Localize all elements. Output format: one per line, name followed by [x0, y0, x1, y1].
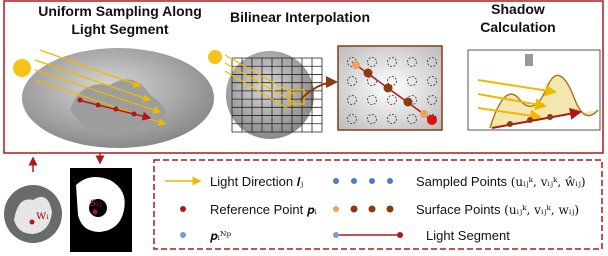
panel-sampling-shape-shape [96, 103, 101, 108]
panel-shadow-shape-shape [547, 114, 553, 120]
panel-shadow-shape-shape [507, 121, 513, 127]
panel-sampling: Uniform Sampling Along Light Segment [13, 3, 214, 148]
figure: Uniform Sampling Along Light Segment Bil… [0, 0, 608, 256]
panel-title: Uniform Sampling Along [38, 3, 202, 19]
panel-sampling-shape-shape [114, 107, 119, 112]
label: (uᵢⱼᵏ, vᵢⱼᵏ, ŵᵢⱼ) [511, 175, 586, 189]
panel-title: Calculation [480, 19, 555, 35]
label: 𝒑ᵢ [307, 203, 317, 217]
label: Sampled Points [416, 174, 508, 189]
panel-bilinear-shape [208, 50, 222, 64]
legend-label: Light Direction 𝒍ⱼ [210, 174, 303, 189]
legend-shape-shape [369, 178, 375, 184]
panel-bilinear-shape-shape [384, 84, 393, 93]
legend-label: Light Segment [426, 228, 510, 243]
legend-label: Sampled Points (uᵢⱼᵏ, vᵢⱼᵏ, ŵᵢⱼ) [416, 174, 586, 189]
panel-shadow: Shadow Calculation [468, 1, 600, 130]
legend-label: Surface Points (uᵢⱼᵏ, vᵢⱼᵏ, wᵢⱼ) [416, 202, 579, 217]
label: (uᵢⱼᵏ, vᵢⱼᵏ, wᵢⱼ) [504, 203, 579, 217]
legend-shape-shape [387, 178, 393, 184]
panel-bilinear: Bilinear Interpolation [208, 9, 442, 139]
label: Light Direction [210, 174, 293, 189]
mask-images: wᵢ sᵢⱼ [4, 153, 132, 252]
legend-shape [387, 206, 394, 213]
label: Reference Point [210, 202, 304, 217]
panel-title: Shadow [491, 1, 545, 17]
panel-bilinear-shape-shape [352, 61, 360, 69]
legend-shape [333, 178, 393, 184]
panel-bilinear-shape-shape [420, 110, 428, 118]
legend-shape [180, 232, 186, 238]
image-label: sᵢⱼ [90, 195, 102, 209]
panel-bilinear-shape [427, 115, 437, 125]
legend-shape [333, 232, 339, 238]
legend: Light Direction 𝒍ⱼ Reference Point 𝒑ᵢ 𝒑ᵢ… [154, 160, 602, 249]
panel-sampling-shape-shape [132, 112, 137, 117]
mask-images-shape [30, 220, 35, 225]
panel-shadow-shape [525, 54, 533, 66]
panel-title: Bilinear Interpolation [230, 9, 370, 25]
panel-bilinear-shape-shape [404, 98, 413, 107]
label: 𝒍ⱼ [297, 175, 303, 189]
panel-shadow-shape-shape [527, 117, 533, 123]
legend-label: 𝒑ᵢᴺᵖ [210, 229, 231, 243]
legend-shape [397, 232, 403, 238]
legend-shape-shape [351, 178, 357, 184]
label: Surface Points [416, 202, 501, 217]
panel-title: Light Segment [71, 21, 169, 37]
legend-shape [180, 206, 186, 212]
mask-images-shape [93, 210, 98, 215]
legend-shape [369, 206, 376, 213]
legend-shape [333, 206, 339, 212]
panel-bilinear-shape-shape [364, 69, 373, 78]
panel-sampling-shape [13, 59, 31, 77]
image-label: wᵢ [36, 208, 49, 222]
panel-sampling-shape-shape [78, 98, 83, 103]
legend-shape-shape [333, 178, 339, 184]
legend-label: Reference Point 𝒑ᵢ [210, 202, 317, 217]
legend-shape [351, 206, 358, 213]
panel-bilinear-shape [226, 51, 314, 139]
